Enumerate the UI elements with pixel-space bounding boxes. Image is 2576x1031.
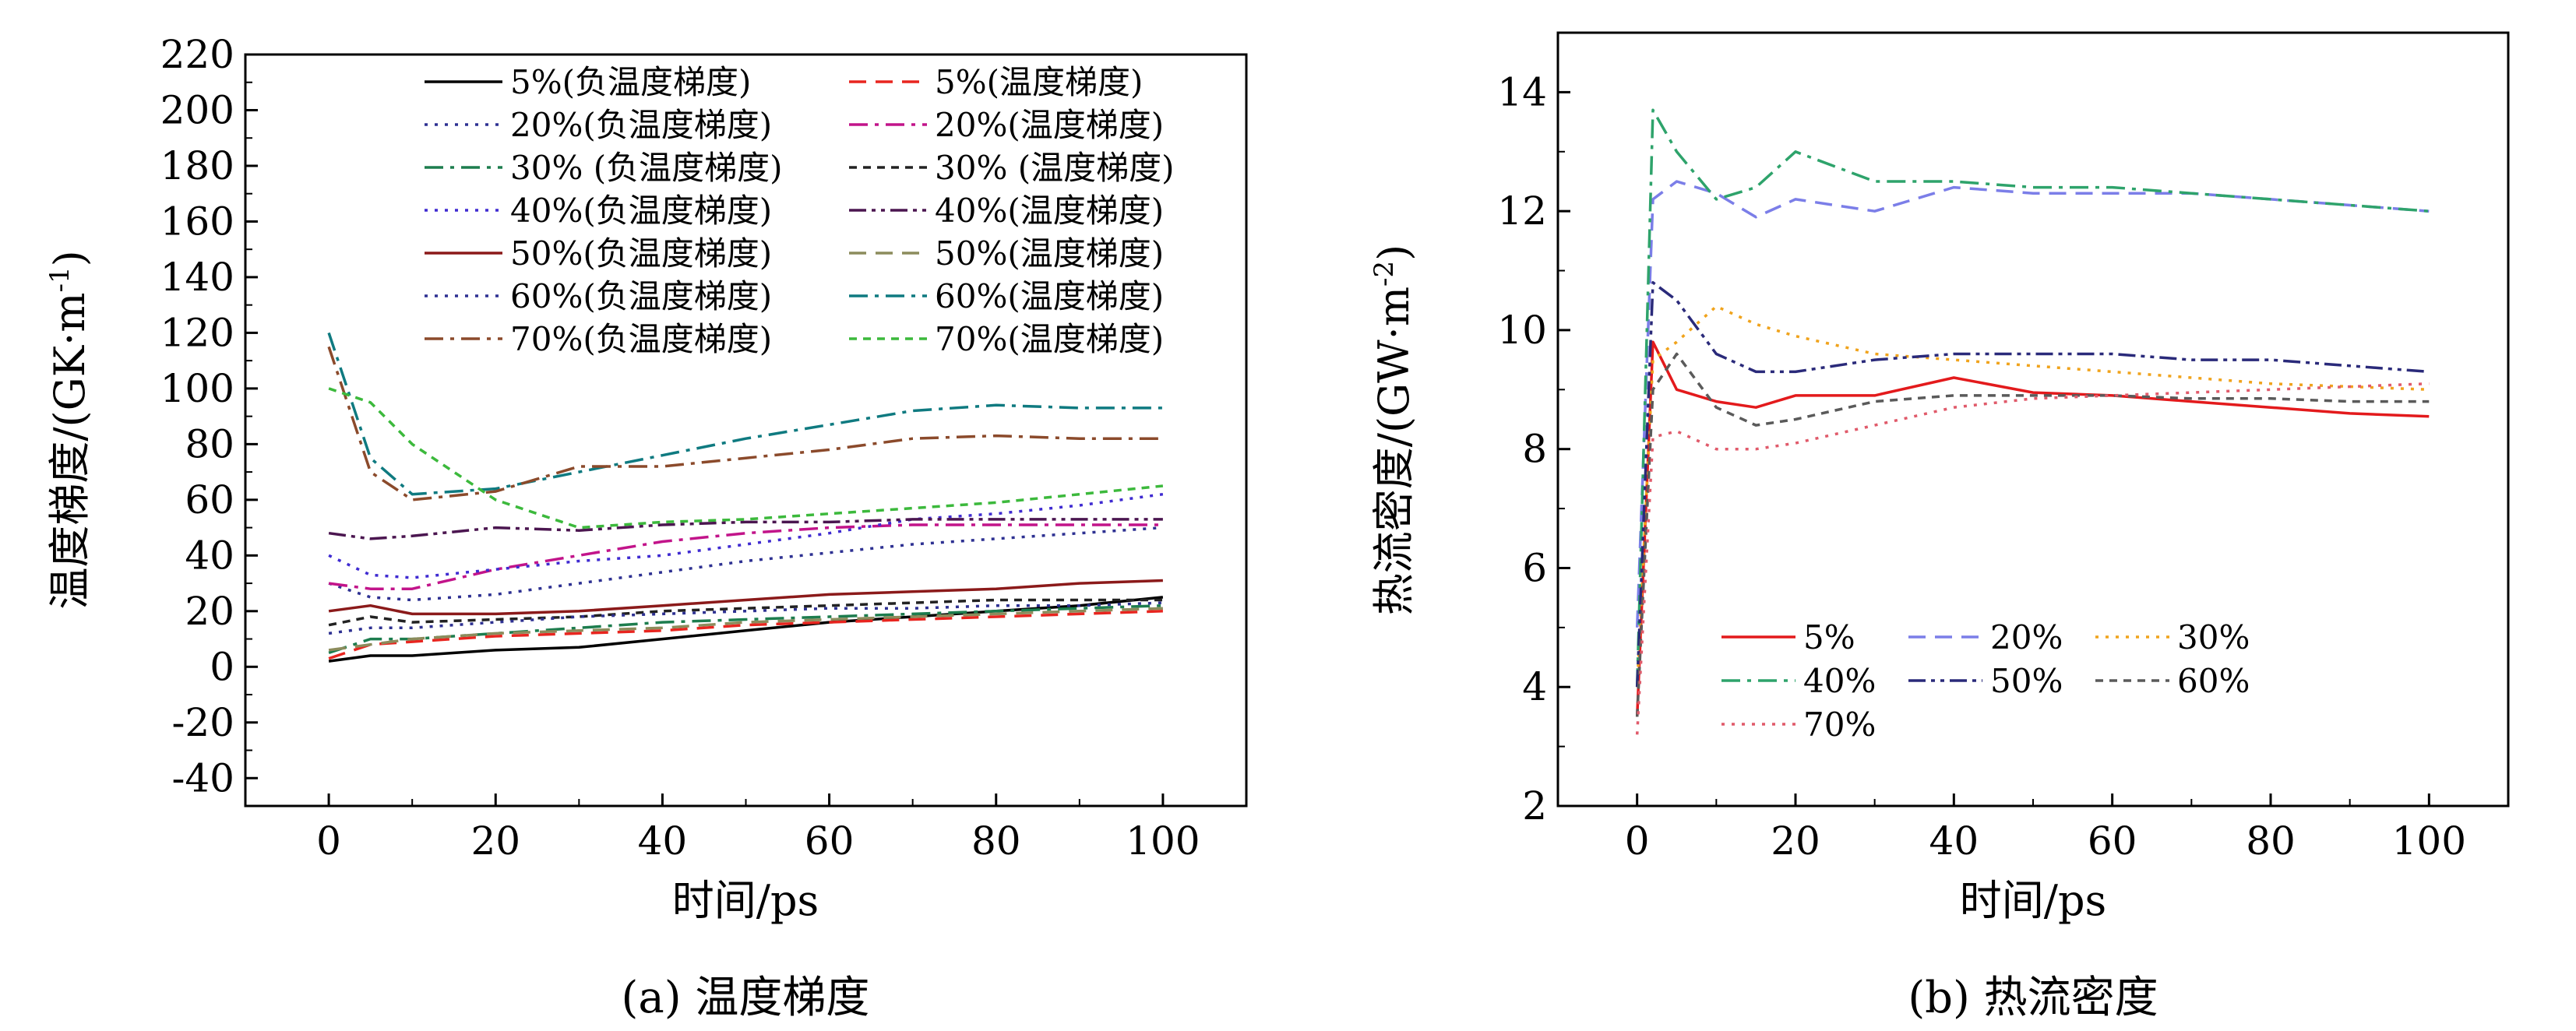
series-line-b-4 [1635, 281, 2430, 688]
x-axis-label-a: 时间/ps [672, 876, 819, 925]
x-axis-label-b: 时间/ps [1960, 876, 2106, 925]
x-tick-label-a: 100 [1126, 818, 1200, 864]
legend-label-a-1: 5%(温度梯度) [935, 63, 1143, 101]
series-layer-b [1635, 108, 2430, 735]
x-tick-label-a: 80 [971, 818, 1021, 864]
y-tick-label-b: 10 [1497, 308, 1547, 353]
legend-label-a-3: 20%(温度梯度) [935, 106, 1164, 144]
series-line-a-3 [328, 523, 1163, 590]
series-line-b-3 [1635, 108, 2430, 688]
series-line-a-9 [328, 607, 1163, 652]
panel-temperature-gradient: 0 20 40 60 80 100 -40 -20 0 20 40 60 80 100 120 140 160 1… [44, 32, 1248, 1023]
legend-label-a-2: 20%(负温度梯度) [510, 106, 772, 144]
series-line-a-1 [328, 610, 1163, 660]
legend-label-a-4: 30% (负温度梯度) [510, 149, 782, 187]
y-axis-label-b-main: 热流密度/(GW·m [1369, 287, 1418, 615]
y-tick-label-a: 160 [160, 199, 234, 244]
y-tick-label-a: 220 [160, 32, 234, 77]
series-line-a-5 [328, 598, 1163, 627]
legend-label-a-11: 60%(温度梯度) [935, 277, 1164, 315]
caption-a: (a) 温度梯度 [622, 973, 870, 1023]
series-line-a-8 [328, 579, 1163, 616]
legend-label-b-0: 5% [1803, 618, 1855, 656]
y-axis-label-b: 热流密度/(GW·m-2) [1369, 245, 1418, 615]
series-layer-a [327, 332, 1164, 663]
series-line-a-7 [328, 518, 1163, 540]
y-axis-label-a: 温度梯度/(GK·m-1) [44, 250, 94, 609]
legend-label-b-4: 50% [1990, 662, 2063, 700]
y-axis-label-a-sup: -1 [44, 266, 76, 292]
y-tick-label-b: 6 [1522, 545, 1547, 590]
tick-layer-a: 0 20 40 60 80 100 -40 -20 0 20 40 60 80 100 120 140 160 1… [160, 32, 1200, 864]
panel-heat-flux: 0 20 40 60 80 100 2 4 6 8 10 12 14 5% 20% 30% 40% 50% 60%… [1369, 31, 2510, 1023]
y-tick-label-a: -20 [171, 700, 234, 745]
series-line-b-2 [1635, 304, 2430, 688]
legend-label-a-13: 70%(温度梯度) [935, 320, 1164, 358]
y-tick-label-a: 20 [185, 589, 234, 634]
y-tick-label-a: 200 [160, 87, 234, 132]
y-axis-label-b-tail: ) [1369, 245, 1418, 261]
legend-label-b-6: 70% [1803, 706, 1876, 744]
y-tick-label-a: 100 [160, 366, 234, 411]
series-line-b-0 [1635, 340, 2430, 717]
y-tick-label-a: 80 [185, 421, 234, 466]
legend-label-a-0: 5%(负温度梯度) [510, 63, 751, 101]
legend-a: 5%(负温度梯度) 5%(温度梯度) 20%(负温度梯度) 20%(温度梯度) 30% … [425, 63, 1174, 358]
legend-label-a-7: 40%(温度梯度) [935, 192, 1164, 230]
x-tick-label-b: 60 [2088, 818, 2137, 864]
x-tick-label-b: 0 [1625, 818, 1650, 864]
series-line-a-12 [327, 346, 1163, 501]
series-line-b-1 [1635, 180, 2430, 628]
legend-label-a-6: 40%(负温度梯度) [510, 192, 772, 230]
tick-layer-b: 0 20 40 60 80 100 2 4 6 8 10 12 14 [1497, 69, 2466, 864]
x-tick-label-a: 20 [470, 818, 520, 864]
y-axis-label-a-tail: ) [45, 250, 94, 266]
caption-b: (b) 热流密度 [1908, 973, 2158, 1023]
y-tick-label-a: 60 [185, 477, 234, 523]
legend-b: 5% 20% 30% 40% 50% 60% 70% [1721, 618, 2250, 744]
legend-label-a-8: 50%(负温度梯度) [510, 234, 772, 273]
x-tick-label-b: 20 [1771, 818, 1820, 864]
x-tick-label-a: 0 [316, 818, 341, 864]
y-tick-label-a: -40 [171, 755, 234, 801]
legend-label-b-1: 20% [1990, 618, 2063, 656]
y-tick-label-a: 40 [185, 533, 234, 578]
series-line-a-11 [327, 332, 1163, 496]
series-line-b-6 [1635, 382, 2430, 735]
x-tick-label-b: 40 [1929, 818, 1979, 864]
legend-label-a-9: 50%(温度梯度) [935, 234, 1164, 273]
y-axis-label-b-sup: -2 [1369, 261, 1400, 287]
x-tick-label-b: 100 [2392, 818, 2466, 864]
x-tick-label-a: 40 [638, 818, 688, 864]
y-axis-label-a-main: 温度梯度/(GK·m [45, 293, 94, 610]
legend-label-a-12: 70%(负温度梯度) [510, 320, 772, 358]
x-tick-label-a: 60 [805, 818, 855, 864]
y-tick-label-a: 140 [160, 255, 234, 300]
x-tick-label-b: 80 [2246, 818, 2296, 864]
series-line-a-10 [328, 601, 1163, 635]
y-tick-label-b: 2 [1522, 783, 1547, 829]
y-tick-label-b: 12 [1497, 188, 1547, 234]
y-tick-label-b: 4 [1522, 664, 1547, 709]
series-line-b-5 [1635, 352, 2430, 717]
series-line-a-0 [328, 596, 1164, 663]
series-line-a-2 [328, 526, 1164, 602]
legend-label-a-10: 60%(负温度梯度) [510, 277, 772, 315]
legend-label-b-5: 60% [2177, 662, 2250, 700]
legend-label-b-3: 40% [1803, 662, 1876, 700]
y-tick-label-a: 120 [160, 310, 234, 355]
legend-label-b-2: 30% [2177, 618, 2250, 656]
y-tick-label-a: 180 [160, 143, 234, 188]
series-line-a-4 [328, 603, 1163, 655]
legend-label-a-5: 30% (温度梯度) [935, 149, 1174, 187]
series-line-a-6 [328, 492, 1164, 579]
y-tick-label-b: 14 [1497, 69, 1547, 114]
y-tick-label-b: 8 [1522, 427, 1547, 472]
y-tick-label-a: 0 [210, 644, 234, 689]
